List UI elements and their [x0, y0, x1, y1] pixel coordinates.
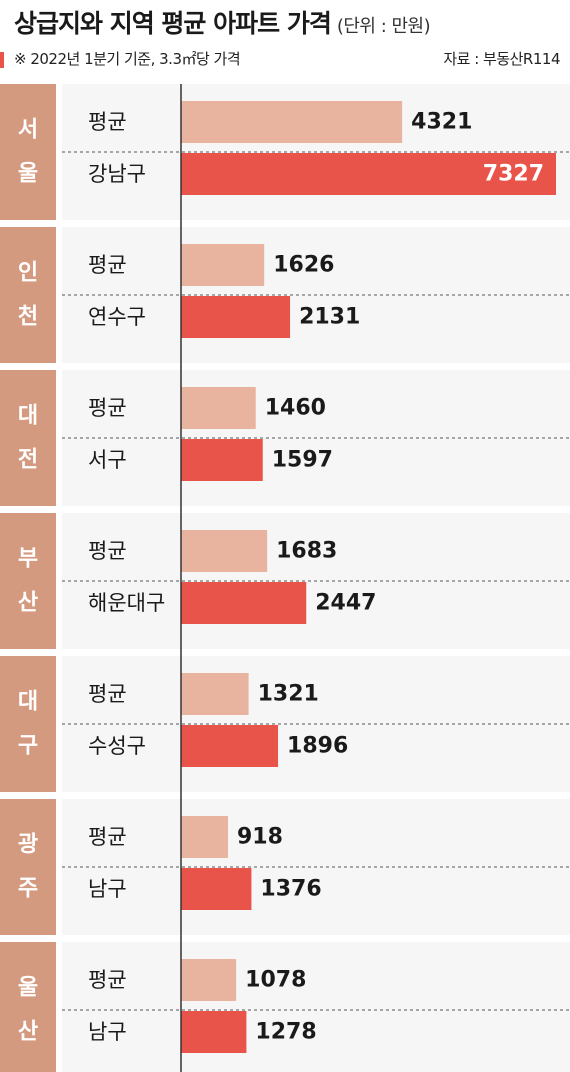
region-label: 울 [18, 976, 38, 1001]
category-label: 평균 [88, 968, 127, 992]
category-label: 서구 [88, 448, 127, 472]
region-label: 구 [18, 734, 38, 759]
value-label: 1278 [255, 1020, 316, 1045]
region-tab [0, 656, 56, 792]
value-label: 7327 [483, 162, 544, 187]
source-label: 자료 : 부동산R114 [443, 50, 560, 68]
category-label: 수성구 [88, 734, 146, 758]
region-label: 산 [18, 591, 38, 616]
region-tab [0, 513, 56, 649]
district-bar [181, 296, 291, 338]
district-bar [181, 725, 279, 767]
region-label: 전 [18, 448, 38, 473]
region-label: 인 [18, 261, 38, 286]
value-label: 2131 [299, 305, 360, 330]
average-bar [181, 387, 256, 429]
value-label: 1597 [272, 448, 333, 473]
footnote: ※ 2022년 1분기 기준, 3.3㎡당 가격 [14, 50, 241, 68]
accent-marker [0, 52, 4, 68]
category-label: 연수구 [88, 305, 146, 329]
region-tab [0, 942, 56, 1072]
category-label: 평균 [88, 110, 127, 134]
category-label: 평균 [88, 682, 127, 706]
region-label: 부 [18, 547, 38, 572]
region-label: 천 [18, 305, 38, 330]
category-label: 평균 [88, 253, 127, 277]
category-label: 평균 [88, 396, 127, 420]
chart-header: 상급지와 지역 평균 아파트 가격 (단위 : 만원) ※ 2022년 1분기 기… [0, 0, 570, 78]
region-tab [0, 370, 56, 506]
value-label: 1896 [287, 734, 348, 759]
value-label: 2447 [315, 591, 376, 616]
average-bar [181, 244, 265, 286]
category-label: 해운대구 [88, 591, 165, 615]
region-label: 주 [18, 877, 38, 902]
chart-title-text: 상급지와 지역 평균 아파트 가격 [14, 9, 332, 38]
value-label: 1626 [273, 253, 334, 278]
region-tab [0, 799, 56, 935]
average-bar [181, 101, 403, 143]
value-label: 918 [237, 825, 283, 850]
average-bar [181, 959, 237, 1001]
chart-title: 상급지와 지역 평균 아파트 가격 (단위 : 만원) [14, 4, 431, 40]
category-label: 남구 [88, 877, 127, 901]
district-bar [181, 1011, 247, 1053]
category-label: 남구 [88, 1020, 127, 1044]
region-label: 대 [18, 690, 38, 715]
region-label: 산 [18, 1020, 38, 1045]
unit-label: (단위 : 만원) [336, 16, 431, 37]
average-bar [181, 673, 249, 715]
region-tab [0, 227, 56, 363]
value-label: 1460 [265, 396, 326, 421]
region-tab [0, 84, 56, 220]
region-label: 울 [18, 162, 38, 187]
value-label: 1321 [258, 682, 319, 707]
average-bar [181, 530, 268, 572]
district-bar [181, 868, 252, 910]
region-label: 광 [18, 833, 38, 858]
district-bar [181, 582, 307, 624]
value-label: 1078 [245, 968, 306, 993]
category-label: 평균 [88, 539, 127, 563]
value-label: 1683 [276, 539, 337, 564]
district-bar [181, 153, 556, 195]
district-bar [181, 439, 263, 481]
value-label: 1376 [260, 877, 321, 902]
region-panel [62, 942, 570, 1072]
region-label: 대 [18, 404, 38, 429]
region-label: 서 [18, 118, 38, 143]
category-label: 강남구 [88, 162, 146, 186]
category-label: 평균 [88, 825, 127, 849]
value-label: 4321 [411, 110, 472, 135]
average-bar [181, 816, 228, 858]
